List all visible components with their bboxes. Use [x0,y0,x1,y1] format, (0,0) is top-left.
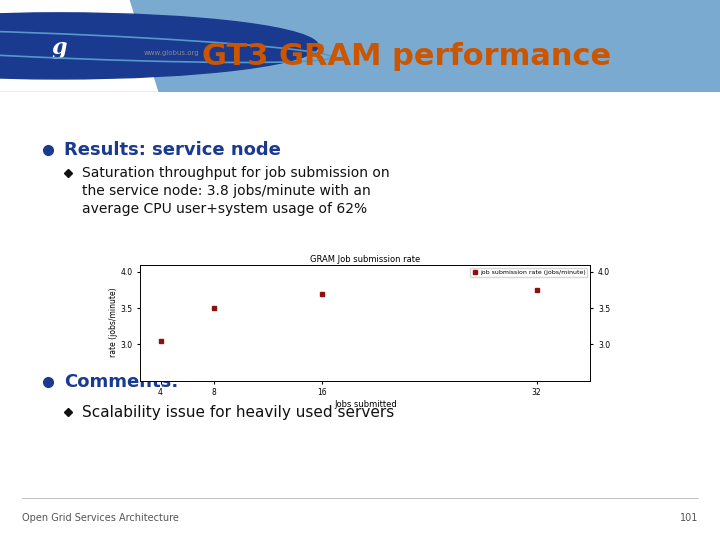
Title: GRAM Job submission rate: GRAM Job submission rate [310,255,420,264]
Legend: job submission rate (jobs/minute): job submission rate (jobs/minute) [469,268,588,277]
Text: Comments:: Comments: [64,373,179,391]
Text: Saturation throughput for job submission on: Saturation throughput for job submission… [82,166,390,180]
Text: 101: 101 [680,513,698,523]
Text: g: g [51,37,67,59]
Text: Results: service node: Results: service node [64,141,281,159]
Text: Scalability issue for heavily used servers: Scalability issue for heavily used serve… [82,404,395,420]
Text: the globus alliance: the globus alliance [144,21,234,30]
Text: the service node: 3.8 jobs/minute with an: the service node: 3.8 jobs/minute with a… [82,184,371,198]
Text: www.globus.org: www.globus.org [144,50,199,56]
Y-axis label: rate (jobs/minute): rate (jobs/minute) [109,288,118,357]
Text: average CPU user+system usage of 62%: average CPU user+system usage of 62% [82,202,367,216]
X-axis label: Jobs submitted: Jobs submitted [334,400,397,409]
Text: GT3 GRAM performance: GT3 GRAM performance [202,43,611,71]
Text: Open Grid Services Architecture: Open Grid Services Architecture [22,513,179,523]
Circle shape [0,13,318,79]
PathPatch shape [0,0,158,92]
